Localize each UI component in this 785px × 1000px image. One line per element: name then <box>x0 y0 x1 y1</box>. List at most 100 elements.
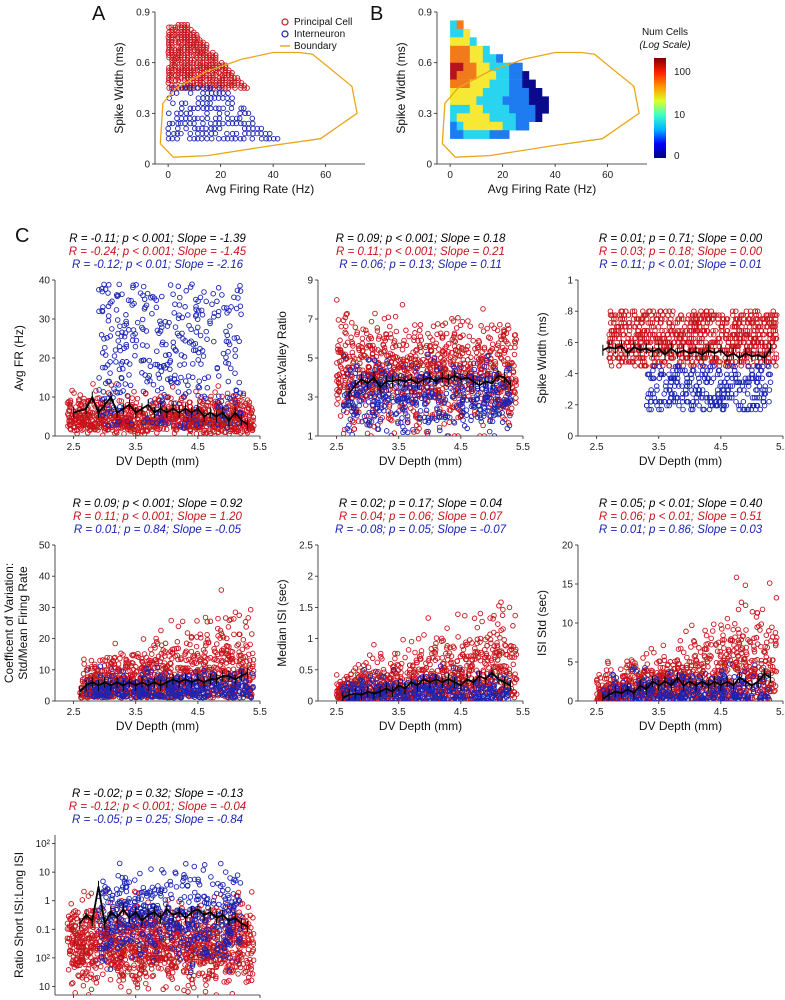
interneuron-point <box>767 388 772 393</box>
heatmap-cell <box>522 80 529 89</box>
interneuron-point <box>366 400 371 405</box>
heatmap-cell <box>463 88 470 97</box>
principal-cell-point <box>490 323 495 328</box>
heatmap-cell <box>457 71 464 80</box>
heatmap-cell <box>457 88 464 97</box>
principal-cell-point <box>481 307 486 312</box>
interneuron-point <box>140 343 145 348</box>
y-axis-label: Spike Width (ms) <box>112 42 126 133</box>
heatmap-cell <box>516 80 523 89</box>
principal-cell-point <box>339 324 344 329</box>
interneuron-point <box>135 320 140 325</box>
principal-cell-point <box>209 394 214 399</box>
interneuron-point <box>452 421 457 426</box>
x-axis-label: DV Depth (mm) <box>379 454 462 468</box>
interneuron-point <box>267 136 272 141</box>
heatmap-cell <box>509 105 516 114</box>
interneuron-point <box>97 376 102 381</box>
interneuron-point <box>166 126 171 131</box>
interneuron-point <box>178 363 183 368</box>
principal-cell-point <box>91 382 96 387</box>
interneuron-point <box>108 371 113 376</box>
colorbar: Num Cells(Log Scale)100100 <box>639 27 691 162</box>
interneuron-point <box>216 286 221 291</box>
heatmap-cell <box>496 54 503 63</box>
interneuron-point <box>179 375 184 380</box>
heatmap-cell <box>496 96 503 105</box>
principal-cell-point <box>338 414 343 419</box>
principal-cell-point <box>514 401 519 406</box>
stat-line: R = -0.12; p < 0.01; Slope = -2.16 <box>72 259 244 271</box>
heatmap-cell <box>483 46 490 55</box>
stat-line: R = 0.11; p < 0.001; Slope = 1.20 <box>73 511 243 523</box>
interneuron-point <box>158 319 163 324</box>
interneuron-point <box>175 136 180 141</box>
interneuron-point <box>229 106 234 111</box>
principal-cell-point <box>100 433 105 438</box>
principal-cell-point <box>122 432 127 437</box>
heatmap-cell <box>463 96 470 105</box>
interneuron-point <box>176 390 181 395</box>
interneuron-point <box>217 394 222 399</box>
heatmap-cell <box>496 113 503 122</box>
heatmap-cell <box>457 113 464 122</box>
legend-principal-label: Principal Cell <box>294 17 352 28</box>
heatmap-cell <box>450 96 457 105</box>
y-tick-label: 0 <box>567 432 573 443</box>
heatmap-cell <box>457 20 464 29</box>
x-tick-label: 3.5 <box>392 442 406 453</box>
heatmap-cell <box>457 29 464 38</box>
interneuron-point <box>184 126 189 131</box>
heatmap-cell <box>522 113 529 122</box>
stat-line: R = 0.01; p = 0.71; Slope = 0.00 <box>599 233 763 245</box>
heatmap-cell <box>476 130 483 139</box>
interneuron-point <box>229 366 234 371</box>
y-tick-label: 7 <box>307 315 313 326</box>
heatmap-cell <box>496 88 503 97</box>
heatmap-cell <box>450 105 457 114</box>
heatmap-cell <box>503 96 510 105</box>
principal-cell-point <box>344 324 349 329</box>
y-tick-label: .2 <box>565 400 574 411</box>
heatmap-cell <box>463 29 470 38</box>
principal-cell-point <box>393 314 398 319</box>
interneuron-point <box>106 319 111 324</box>
principal-cell-point <box>434 341 439 346</box>
x-tick-label: 0 <box>165 170 171 181</box>
interneuron-point <box>180 106 185 111</box>
interneuron-point <box>196 131 201 136</box>
y-tick-label: 0 <box>144 160 150 171</box>
interneuron-point <box>242 121 247 126</box>
interneuron-point <box>177 303 182 308</box>
heatmap-cell <box>483 105 490 114</box>
principal-cell-point <box>617 364 622 369</box>
interneuron-point <box>259 136 264 141</box>
interneuron-point <box>150 311 155 316</box>
y-tick-label: 30 <box>39 315 51 326</box>
heatmap-cell <box>522 96 529 105</box>
points <box>603 309 779 412</box>
interneuron-point <box>237 116 242 121</box>
interneuron-point <box>107 283 112 288</box>
heatmap-cell <box>496 130 503 139</box>
principal-cell-point <box>512 352 517 357</box>
interneuron-point <box>201 91 206 96</box>
y-tick-label: 3 <box>307 393 313 404</box>
x-tick-label: 4.5 <box>714 442 728 453</box>
x-axis-label: DV Depth (mm) <box>639 454 722 468</box>
heatmap-cell <box>490 71 497 80</box>
interneuron-point <box>209 136 214 141</box>
principal-cell-point <box>413 323 418 328</box>
principal-cell-point <box>245 86 250 91</box>
y-tick-label: 0.6 <box>136 58 150 69</box>
principal-cell-point <box>514 396 519 401</box>
heatmap-cell <box>476 54 483 63</box>
interneuron-point <box>155 388 160 393</box>
x-tick-label: 0 <box>447 170 453 181</box>
interneuron-point <box>205 136 210 141</box>
principal-cell-point <box>164 427 169 432</box>
interneuron-point <box>242 136 247 141</box>
stat-line: R = 0.03; p = 0.18; Slope = 0.00 <box>599 246 763 258</box>
colorbar-subtitle: (Log Scale) <box>639 40 690 51</box>
x-tick-label: 60 <box>320 170 332 181</box>
